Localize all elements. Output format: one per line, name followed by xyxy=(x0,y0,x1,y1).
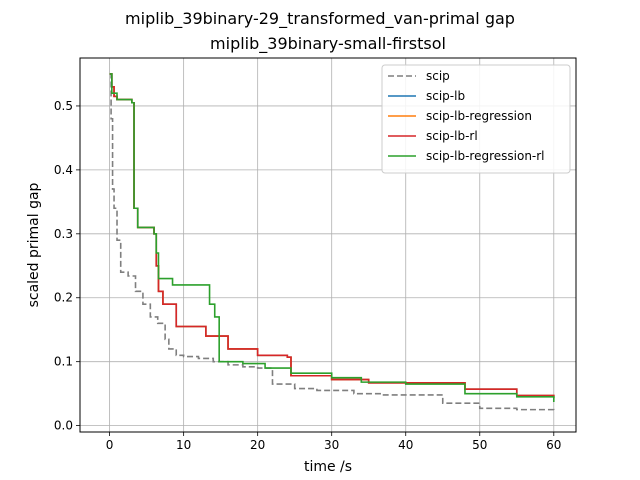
x-tick-label: 40 xyxy=(398,438,413,452)
legend: scip scip-lb scip-lb-regression scip-lb-rl s… xyxy=(381,64,571,174)
y-tick-label: 0.2 xyxy=(54,291,73,305)
legend-label: scip xyxy=(426,69,450,83)
legend-label: scip-lb xyxy=(426,89,465,103)
axes-frame xyxy=(79,57,577,433)
legend-label: scip-lb-regression xyxy=(426,109,532,123)
y-tick-label: 0.1 xyxy=(54,355,73,369)
x-tick-label: 10 xyxy=(176,438,191,452)
x-tick-label: 60 xyxy=(546,438,561,452)
series-line-scip xyxy=(109,73,555,412)
series-line-scip-lb-regression-rl xyxy=(109,73,555,402)
x-axis-label: time /s xyxy=(304,459,352,475)
y-tick-label: 0.3 xyxy=(54,227,73,241)
x-ticks: 0 10 20 30 40 50 60 xyxy=(106,432,561,452)
chart-title: miplib_39binary-small-firstsol xyxy=(210,34,446,54)
y-tick-label: 0.4 xyxy=(54,163,73,177)
legend-frame xyxy=(381,64,571,174)
x-tick-label: 20 xyxy=(250,438,265,452)
y-ticks: 0.0 0.1 0.2 0.3 0.4 0.5 xyxy=(54,99,80,433)
y-tick-label: 0.5 xyxy=(54,99,73,113)
chart-suptitle: miplib_39binary-29_transformed_van-prima… xyxy=(125,9,515,29)
legend-label: scip-lb-rl xyxy=(426,129,478,143)
x-tick-label: 30 xyxy=(324,438,339,452)
x-tick-label: 50 xyxy=(472,438,487,452)
y-tick-label: 0.0 xyxy=(54,419,73,433)
y-axis-label: scaled primal gap xyxy=(26,182,42,307)
series-layer xyxy=(109,73,555,412)
x-tick-label: 0 xyxy=(106,438,114,452)
legend-label: scip-lb-regression-rl xyxy=(426,149,545,163)
